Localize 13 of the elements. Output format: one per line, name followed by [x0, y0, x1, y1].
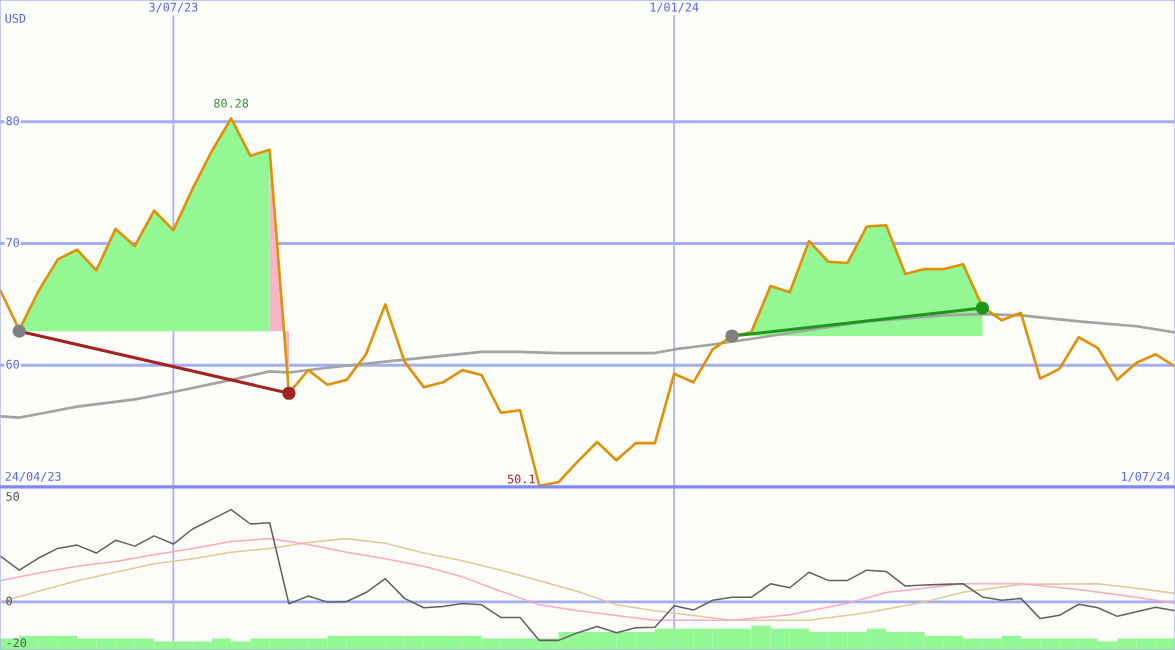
y-tick-label: 80 [6, 116, 19, 126]
x-tick-label: 1/01/24 [650, 2, 699, 13]
y-tick-label: 60 [6, 359, 19, 369]
annotation: 1/07/24 [1121, 471, 1170, 482]
y-tick-label: 0 [6, 596, 12, 606]
annotation: 50.1 [507, 474, 535, 484]
y-tick-label: 50 [6, 491, 19, 501]
annotation: 24/04/23 [5, 471, 61, 482]
annotation: 80.28 [214, 98, 249, 108]
y-tick-label: 70 [6, 238, 19, 247]
y-axis-title: USD [5, 13, 26, 23]
x-tick-label: 3/07/23 [149, 2, 198, 13]
y-tick-label: -20 [7, 638, 27, 648]
